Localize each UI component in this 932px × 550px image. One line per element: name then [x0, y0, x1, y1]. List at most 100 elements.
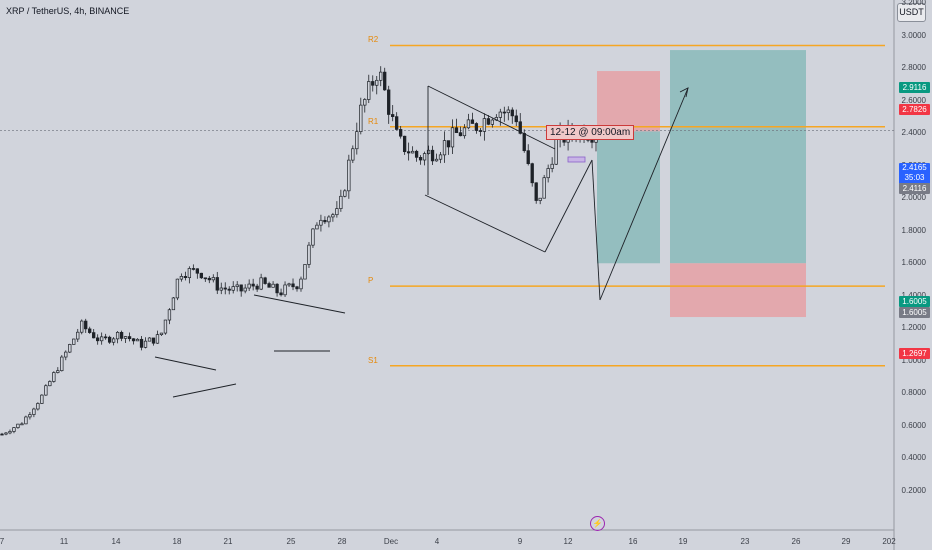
candle-body [100, 336, 104, 342]
candle-body [323, 219, 327, 223]
candle-body [32, 408, 36, 415]
candle-body [12, 427, 16, 432]
candle-body [514, 115, 518, 123]
candle-body [16, 423, 20, 428]
price-badge-value: 2.7826 [902, 105, 927, 114]
candle-body [263, 277, 267, 284]
trade-box-upper [670, 50, 806, 264]
candle-body [438, 154, 443, 160]
x-tick-label: 16 [628, 537, 638, 546]
candle-body [470, 119, 475, 124]
candle-body [211, 277, 215, 281]
candle-body [506, 109, 510, 114]
candle-body [410, 150, 415, 154]
wedge-line [253, 294, 346, 314]
candle-body [203, 277, 207, 280]
lightning-icon[interactable]: ⚡ [590, 516, 605, 531]
candle-body [56, 370, 60, 373]
candle-body [48, 381, 52, 387]
candle-body [367, 81, 371, 100]
trade-box-lower [670, 263, 806, 318]
x-tick-label: 26 [791, 537, 801, 546]
candle-body [295, 286, 299, 290]
triangle-line [172, 383, 237, 398]
candle-body [399, 129, 403, 137]
candle-body [199, 272, 203, 279]
trade-box-lower [597, 131, 660, 264]
x-tick-label: 4 [434, 537, 440, 546]
candle-body [107, 336, 112, 343]
candle-body [478, 130, 483, 132]
candle-body [307, 244, 311, 265]
candle-body [522, 133, 526, 152]
candle-body [227, 288, 231, 291]
candle-body [418, 157, 423, 161]
candle-body [223, 287, 227, 290]
candle-body [104, 336, 108, 339]
price-badge-value: 2.4116 [902, 184, 927, 193]
price-badge-value: 1.6005 [902, 308, 927, 317]
price-badge: 1.2697 [899, 348, 930, 359]
y-tick-label: 2.6000 [901, 95, 926, 105]
y-tick-label: 1.4000 [902, 291, 926, 300]
candle-body [426, 149, 431, 154]
candle-body [84, 320, 88, 330]
y-tick-label: 1.0000 [901, 355, 926, 365]
candle-body [96, 337, 100, 342]
projection-line [591, 159, 601, 301]
candle-body [526, 150, 530, 164]
candle-body [391, 114, 395, 117]
price-badge-value: 1.6005 [902, 297, 927, 306]
pivot-level-label: R1 [368, 116, 379, 126]
candle-body [235, 284, 239, 287]
price-badge: 1.6005 [899, 296, 930, 307]
candle-body [291, 283, 295, 288]
x-tick-label: Dec [383, 537, 399, 546]
candle-body [60, 356, 64, 372]
candle-body [534, 182, 538, 201]
currency-button[interactable]: USDT [897, 3, 926, 22]
date-annotation: 12-12 @ 09:00am [546, 125, 635, 140]
candle-body [0, 433, 4, 436]
candle-body [143, 340, 148, 348]
candle-body [530, 163, 534, 184]
candle-body [550, 163, 554, 169]
price-badge: 2.4165 35:03 [899, 163, 930, 184]
candle-body [267, 283, 271, 288]
projection-line [544, 159, 593, 253]
candle-body [299, 278, 303, 290]
candle-body [351, 148, 355, 161]
candle-body [343, 190, 347, 197]
y-tick-label: 1.2000 [901, 323, 926, 333]
candle-body [72, 338, 76, 345]
x-tick-label: 21 [223, 537, 233, 546]
candle-body [147, 337, 152, 342]
x-tick-label: 14 [111, 537, 121, 546]
symbol-title: XRP / TetherUS, 4h, BINANCE [6, 6, 130, 16]
candle-body [151, 337, 156, 344]
candle-body [502, 111, 506, 114]
candle-body [590, 139, 594, 143]
y-tick-label: 3.2000 [901, 0, 926, 8]
candle-body [119, 331, 124, 339]
candle-body [64, 351, 68, 358]
candle-body [239, 284, 243, 292]
candle-body [371, 81, 375, 86]
candle-body [454, 127, 459, 134]
y-tick-label: 0.4000 [901, 453, 926, 463]
candle-body [179, 276, 184, 280]
candle-body [127, 336, 132, 340]
candle-body [335, 208, 339, 216]
candle-body [159, 332, 164, 335]
candle-body [28, 414, 32, 418]
candle-body [450, 127, 455, 148]
x-tick-label: 19 [678, 537, 688, 546]
candle-body [315, 224, 319, 230]
x-tick-label: 29 [841, 537, 851, 546]
candle-body [379, 71, 383, 81]
candle-body [247, 283, 251, 289]
x-tick-label: 9 [517, 537, 523, 546]
candle-body [331, 214, 335, 218]
candle-body [422, 153, 427, 161]
